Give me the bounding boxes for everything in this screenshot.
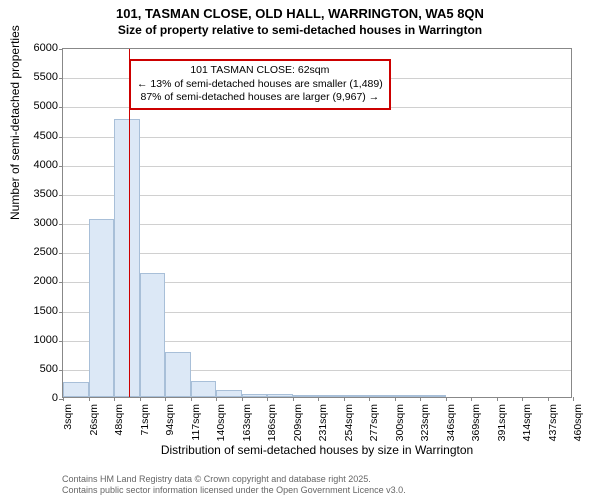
x-tick-label: 277sqm [368,404,380,444]
x-tick-label: 186sqm [266,404,278,444]
y-tick [59,253,63,254]
x-tick [420,397,421,401]
x-tick-label: 437sqm [547,404,559,444]
histogram-bar [395,395,421,397]
y-tick-label: 4500 [34,130,58,142]
histogram-bar [344,395,370,397]
x-tick-label: 231sqm [317,404,329,444]
x-tick [140,397,141,401]
x-tick [293,397,294,401]
annotation-line: ← 13% of semi-detached houses are smalle… [137,78,383,92]
y-tick [59,166,63,167]
annotation-line: 87% of semi-detached houses are larger (… [137,91,383,105]
y-tick [59,137,63,138]
x-tick [522,397,523,401]
y-tick-label: 5500 [34,71,58,83]
x-tick-label: 346sqm [445,404,457,444]
x-tick-label: 48sqm [113,404,125,444]
x-tick [216,397,217,401]
histogram-bar [242,394,268,398]
x-tick-label: 391sqm [496,404,508,444]
attribution-line2: Contains public sector information licen… [62,485,406,496]
histogram-bar [191,381,217,397]
y-tick [59,195,63,196]
x-tick-label: 209sqm [292,404,304,444]
x-tick [446,397,447,401]
x-tick [344,397,345,401]
x-tick-label: 323sqm [419,404,431,444]
x-tick [191,397,192,401]
histogram-bar [267,394,293,397]
y-tick [59,224,63,225]
x-tick [395,397,396,401]
x-axis-label: Distribution of semi-detached houses by … [62,443,572,457]
y-tick-label: 2000 [34,275,58,287]
y-tick-label: 500 [40,363,58,375]
y-tick [59,107,63,108]
histogram-bar [420,395,446,397]
y-tick [59,370,63,371]
annotation-box: 101 TASMAN CLOSE: 62sqm← 13% of semi-det… [129,59,391,110]
x-tick [165,397,166,401]
attribution: Contains HM Land Registry data © Crown c… [62,474,406,496]
x-tick-label: 26sqm [88,404,100,444]
y-tick-label: 0 [52,392,58,404]
x-tick [89,397,90,401]
x-tick [267,397,268,401]
annotation-line: 101 TASMAN CLOSE: 62sqm [137,64,383,78]
y-tick [59,341,63,342]
x-tick-label: 140sqm [215,404,227,444]
histogram-bar [318,395,344,397]
x-tick [369,397,370,401]
y-tick-label: 4000 [34,159,58,171]
x-tick-label: 3sqm [62,404,74,444]
x-tick [114,397,115,401]
y-tick [59,78,63,79]
chart-subtitle: Size of property relative to semi-detach… [0,23,600,39]
y-tick-label: 3000 [34,217,58,229]
y-axis-label: Number of semi-detached properties [8,25,22,220]
x-tick-label: 94sqm [164,404,176,444]
chart-title: 101, TASMAN CLOSE, OLD HALL, WARRINGTON,… [0,0,600,23]
x-tick [242,397,243,401]
histogram-bar [165,352,191,397]
attribution-line1: Contains HM Land Registry data © Crown c… [62,474,406,485]
x-tick [497,397,498,401]
x-tick [318,397,319,401]
x-tick [63,397,64,401]
y-tick-label: 1500 [34,305,58,317]
histogram-bar [89,219,115,397]
histogram-bar [63,382,89,397]
y-tick-label: 2500 [34,246,58,258]
histogram-bar [293,395,319,397]
y-tick [59,312,63,313]
histogram-bar [114,119,140,397]
histogram-bar [140,273,166,397]
x-tick-label: 460sqm [572,404,584,444]
y-tick-label: 1000 [34,334,58,346]
x-tick-label: 71sqm [139,404,151,444]
histogram-bar [216,390,242,397]
chart-container: 101, TASMAN CLOSE, OLD HALL, WARRINGTON,… [0,0,600,500]
x-tick-label: 369sqm [470,404,482,444]
y-tick [59,282,63,283]
x-tick [471,397,472,401]
x-tick [573,397,574,401]
x-tick-label: 163sqm [241,404,253,444]
y-tick [59,49,63,50]
y-tick-label: 6000 [34,42,58,54]
x-tick-label: 254sqm [343,404,355,444]
x-tick-label: 117sqm [190,404,202,444]
histogram-bar [369,395,395,397]
x-tick-label: 414sqm [521,404,533,444]
x-tick-label: 300sqm [394,404,406,444]
x-tick [548,397,549,401]
y-tick-label: 3500 [34,188,58,200]
y-tick-label: 5000 [34,100,58,112]
plot-area: 101 TASMAN CLOSE: 62sqm← 13% of semi-det… [62,48,572,398]
